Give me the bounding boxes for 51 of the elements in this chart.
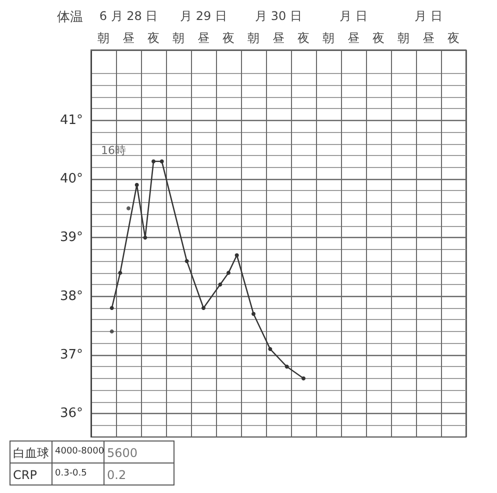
text: 4000-8000 — [55, 446, 104, 456]
x-tick-label: 朝 — [172, 31, 184, 45]
point — [234, 253, 239, 258]
x-tick-label: 朝 — [98, 31, 110, 45]
y-tick-label: 40° — [60, 172, 83, 186]
x-tick-label: 夜 — [372, 31, 384, 45]
point — [302, 376, 306, 380]
point — [110, 306, 114, 310]
point — [110, 329, 114, 334]
y-tick-label: 36° — [60, 406, 83, 422]
y-tick-label: 41° — [60, 112, 83, 128]
text: 0.3-0.5 — [55, 468, 87, 478]
text: 6 月 28 日 — [99, 9, 158, 23]
x-tick-label: 昼 — [348, 31, 360, 45]
text: 0.2 — [107, 468, 126, 482]
x-tick-label: 夜 — [148, 31, 160, 45]
point — [268, 347, 272, 352]
text: 月 日 — [414, 9, 442, 23]
point — [143, 236, 148, 240]
x-tick-label: 朝 — [398, 31, 410, 45]
text: 月 日 — [340, 9, 368, 23]
x-tick-label: 夜 — [222, 31, 234, 45]
y-tick-label: 38° — [60, 288, 83, 304]
text: CRP — [13, 468, 37, 482]
point — [202, 306, 206, 310]
y-tick-label: 39° — [60, 230, 83, 246]
y-axis-title: 体温 — [57, 10, 83, 25]
text: 月 29 日 — [180, 9, 227, 23]
point — [284, 364, 289, 369]
point — [218, 282, 222, 287]
point — [118, 270, 122, 275]
x-tick-label: 昼 — [272, 31, 284, 45]
point — [226, 270, 230, 275]
x-tick-label: 昼 — [122, 31, 134, 45]
point — [126, 206, 130, 210]
x-tick-label: 昼 — [422, 31, 434, 45]
point — [134, 182, 139, 187]
point — [152, 159, 156, 164]
x-tick-label: 夜 — [298, 31, 310, 45]
line-series — [110, 159, 306, 380]
point — [160, 159, 164, 164]
x-tick-label: 朝 — [248, 31, 260, 45]
x-tick-label: 昼 — [198, 31, 210, 45]
text: 白血球 — [13, 446, 49, 460]
point — [184, 259, 189, 264]
text: 月 30 日 — [255, 9, 302, 23]
x-tick-label: 夜 — [448, 31, 460, 45]
text: 5600 — [107, 446, 138, 460]
x-tick-label: 朝 — [322, 31, 334, 45]
point — [252, 312, 256, 316]
y-tick-label: 37° — [60, 347, 83, 362]
